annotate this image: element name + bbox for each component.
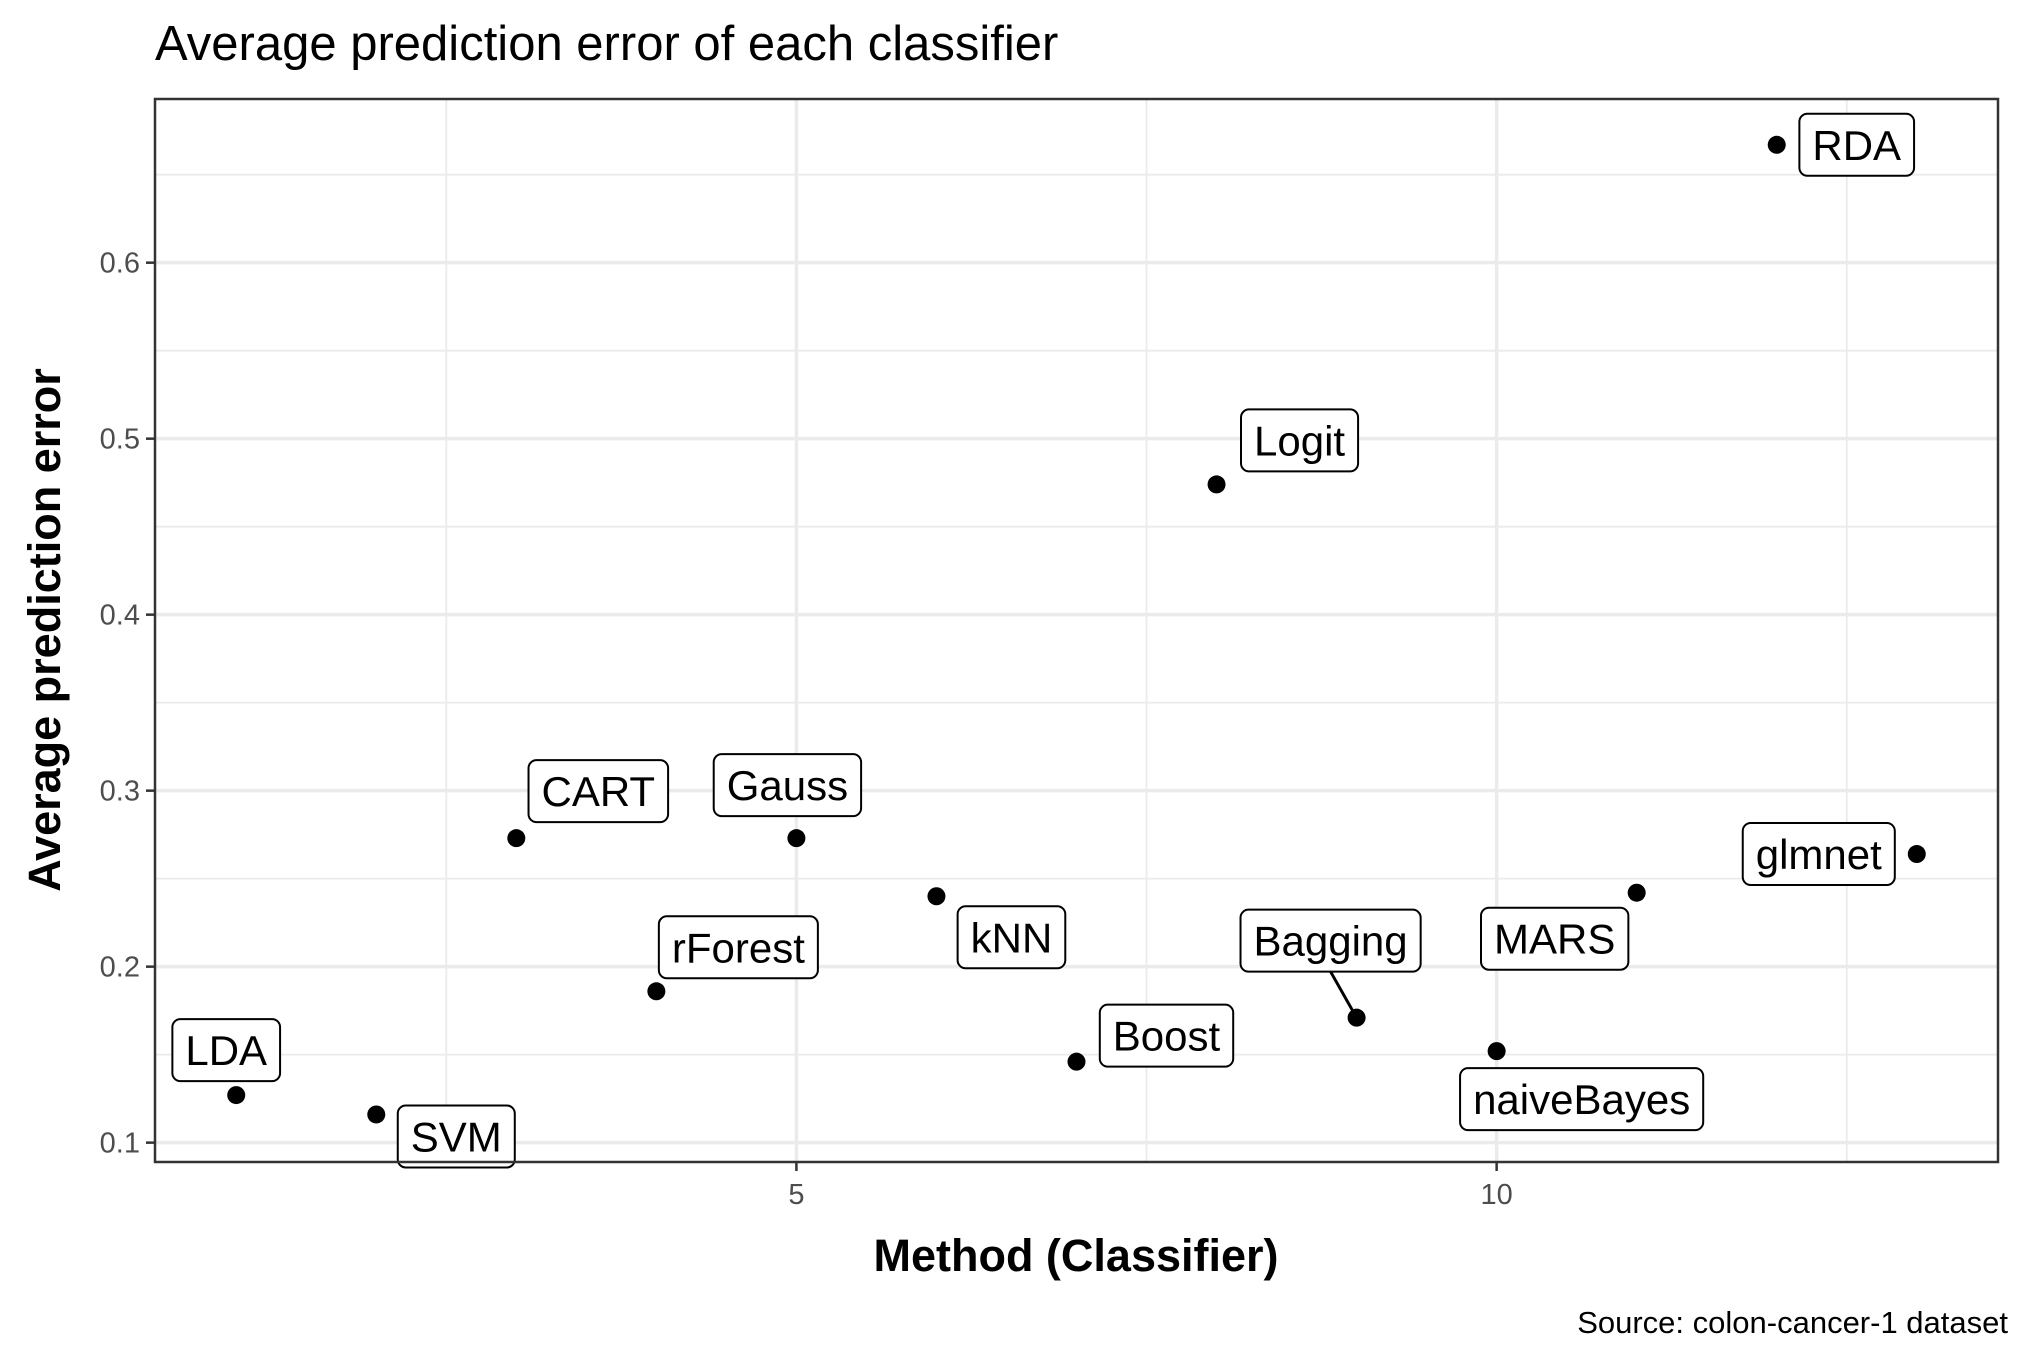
data-point — [1907, 845, 1926, 864]
data-point — [927, 887, 946, 906]
point-label: CART — [527, 759, 670, 824]
plot-panel-border — [153, 97, 2000, 1164]
label-box — [1480, 906, 1630, 971]
point-label-text: MARS — [1494, 916, 1615, 963]
data-point — [1487, 1042, 1506, 1061]
point-label-text: Boost — [1113, 1013, 1221, 1060]
point-label-text: LDA — [185, 1027, 267, 1074]
point-label: glmnet — [1741, 822, 1896, 887]
chart-title: Average prediction error of each classif… — [155, 17, 1058, 71]
point-label-text: glmnet — [1756, 831, 1882, 878]
label-box — [527, 759, 670, 824]
point-label-text: Bagging — [1254, 918, 1408, 965]
label-box — [657, 915, 819, 980]
point-label: rForest — [657, 915, 819, 980]
point-label: MARS — [1480, 906, 1630, 971]
data-point — [787, 829, 806, 848]
label-box — [1239, 908, 1422, 973]
label-box — [396, 1104, 516, 1169]
y-axis-title: Average prediction error — [19, 368, 70, 892]
point-label-text: Logit — [1254, 417, 1345, 464]
point-label: Boost — [1098, 1003, 1235, 1068]
y-axis: 0.1 0.2 0.3 0.4 0.5 0.6 — [100, 248, 155, 1160]
data-point — [1067, 1052, 1086, 1071]
x-tick-label: 10 — [1481, 1179, 1513, 1211]
data-point — [1627, 883, 1646, 902]
data-points — [227, 135, 1926, 1124]
grid-lines — [155, 99, 1998, 1162]
point-label-text: naiveBayes — [1473, 1076, 1690, 1123]
label-box — [1098, 1003, 1235, 1068]
label-box — [1240, 408, 1360, 473]
y-tick-label: 0.6 — [100, 248, 140, 280]
label-box — [1798, 112, 1916, 177]
point-label-text: Gauss — [727, 762, 848, 809]
y-tick-label: 0.1 — [100, 1128, 140, 1160]
point-label: SVM — [396, 1104, 516, 1169]
point-label-text: kNN — [971, 914, 1053, 961]
point-label: kNN — [956, 905, 1067, 970]
point-label: LDA — [171, 1018, 282, 1083]
y-tick-label: 0.5 — [100, 424, 140, 456]
label-box — [1741, 822, 1896, 887]
point-label-text: rForest — [672, 924, 805, 971]
point-label: RDA — [1798, 112, 1916, 177]
point-label-text: SVM — [411, 1113, 502, 1160]
label-box — [171, 1018, 282, 1083]
y-tick-label: 0.4 — [100, 600, 140, 632]
label-box — [1459, 1067, 1705, 1132]
point-label: Gauss — [712, 753, 863, 818]
y-tick-label: 0.3 — [100, 776, 140, 808]
data-point — [647, 982, 666, 1001]
point-label: naiveBayes — [1459, 1067, 1705, 1132]
point-label-text: RDA — [1812, 122, 1901, 169]
data-point — [507, 829, 526, 848]
point-label: Bagging — [1239, 908, 1422, 1019]
x-tick-label: 5 — [788, 1179, 804, 1211]
label-box — [712, 753, 863, 818]
label-box — [956, 905, 1067, 970]
data-point — [1767, 135, 1786, 154]
data-point — [1207, 475, 1226, 494]
x-axis: 5 10 — [788, 1162, 1513, 1211]
point-labels: LDA SVM CART rForest Gauss kNN Boost Logit Baggi… — [171, 112, 1916, 1169]
point-label-text: CART — [542, 768, 656, 815]
x-axis-title: Method (Classifier) — [873, 1230, 1278, 1281]
data-point — [367, 1105, 386, 1124]
data-point — [1347, 1008, 1366, 1027]
caption: Source: colon-cancer-1 dataset — [1577, 1305, 2008, 1340]
data-point — [227, 1086, 246, 1105]
point-label: Logit — [1240, 408, 1360, 473]
y-tick-label: 0.2 — [100, 952, 140, 984]
